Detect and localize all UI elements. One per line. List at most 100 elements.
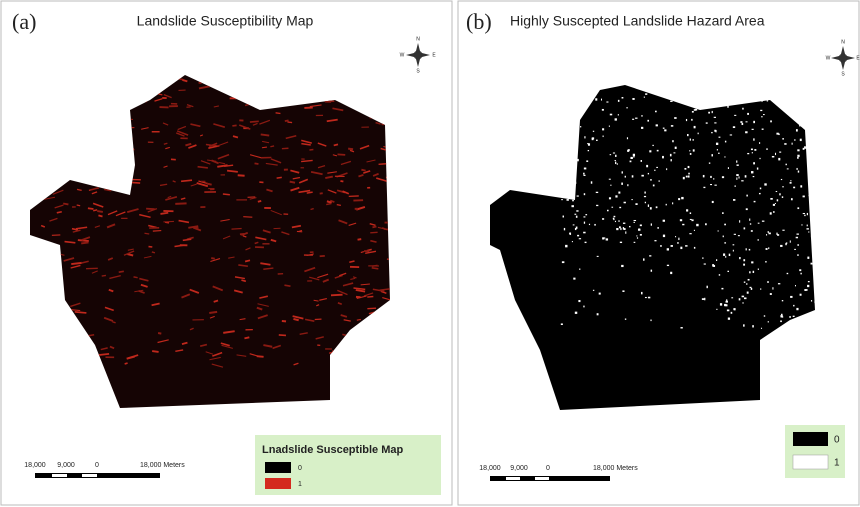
streak (375, 76, 382, 77)
dot (659, 180, 660, 182)
dot (751, 261, 753, 263)
dot (734, 308, 736, 310)
dot (627, 150, 629, 152)
dot (763, 114, 765, 115)
streak (46, 99, 55, 103)
dot (745, 91, 746, 92)
streak (290, 101, 294, 102)
dot (673, 152, 675, 153)
dot (806, 126, 807, 127)
dot (752, 325, 754, 327)
dot (762, 129, 764, 130)
dot (753, 271, 754, 273)
streak (42, 123, 50, 125)
dot (762, 100, 763, 102)
dot (594, 224, 595, 226)
dot (573, 278, 575, 280)
dot (774, 92, 776, 94)
dot (572, 200, 574, 202)
dot (779, 193, 780, 195)
dot (624, 202, 626, 204)
dot (712, 201, 714, 203)
streak (93, 210, 97, 211)
dot (657, 150, 659, 152)
dot (576, 210, 578, 211)
dot (813, 205, 814, 207)
dot (672, 140, 674, 142)
streak (104, 144, 111, 147)
dot (643, 258, 645, 260)
dot (743, 264, 745, 266)
dot (758, 239, 759, 241)
compass-e: E (856, 55, 860, 61)
dot (773, 211, 775, 213)
dot (807, 257, 809, 259)
streak (43, 149, 47, 150)
dot (607, 210, 609, 212)
streak (88, 208, 94, 209)
streak (243, 217, 252, 218)
legend-title: Lnadslide Susceptible Map (262, 444, 403, 456)
streak (302, 102, 307, 103)
dot (648, 204, 649, 206)
dot (675, 236, 676, 237)
dot (758, 269, 759, 270)
dot (751, 230, 753, 232)
streak (84, 165, 92, 168)
dot (807, 285, 809, 287)
dot (641, 127, 643, 129)
panel-label: (a) (12, 9, 36, 34)
dot (646, 165, 648, 167)
legend-item: 1 (298, 481, 302, 488)
streak (118, 182, 129, 183)
dot (779, 105, 780, 107)
dot (761, 328, 762, 329)
dot (566, 199, 568, 201)
scale-label: 0 (95, 462, 99, 469)
dot (749, 249, 750, 251)
dot (750, 99, 751, 101)
streak (328, 74, 339, 78)
dot (768, 247, 769, 249)
dot (782, 300, 783, 301)
dot (609, 197, 611, 199)
dot (727, 309, 729, 311)
dot (752, 129, 754, 130)
dot (585, 214, 587, 215)
dot (617, 163, 618, 164)
dot (743, 324, 745, 326)
dot (778, 283, 780, 284)
dot (672, 202, 673, 204)
dot (596, 192, 598, 193)
dot (737, 164, 739, 165)
dot (797, 93, 799, 94)
streak (151, 78, 159, 80)
dot (780, 245, 782, 247)
dot (714, 122, 716, 123)
streak (279, 335, 286, 336)
dot (716, 259, 717, 261)
dot (709, 162, 710, 163)
dot (808, 108, 810, 109)
streak (293, 319, 298, 320)
dot (686, 209, 688, 211)
dot (656, 124, 658, 126)
legend: 0 1 (785, 425, 845, 478)
streak (37, 248, 43, 249)
dot (671, 125, 673, 127)
streak (79, 86, 89, 89)
dot (561, 152, 562, 154)
dot (702, 298, 704, 300)
dot (618, 100, 620, 102)
streak (32, 243, 43, 245)
dot (789, 115, 791, 116)
dot (567, 140, 568, 142)
dot (632, 98, 634, 100)
dot (651, 223, 652, 225)
dot (787, 168, 789, 169)
dot (630, 157, 632, 159)
dot (616, 228, 618, 230)
streak (148, 85, 154, 87)
scale-label: 9,000 (57, 462, 75, 469)
dot (570, 233, 571, 235)
